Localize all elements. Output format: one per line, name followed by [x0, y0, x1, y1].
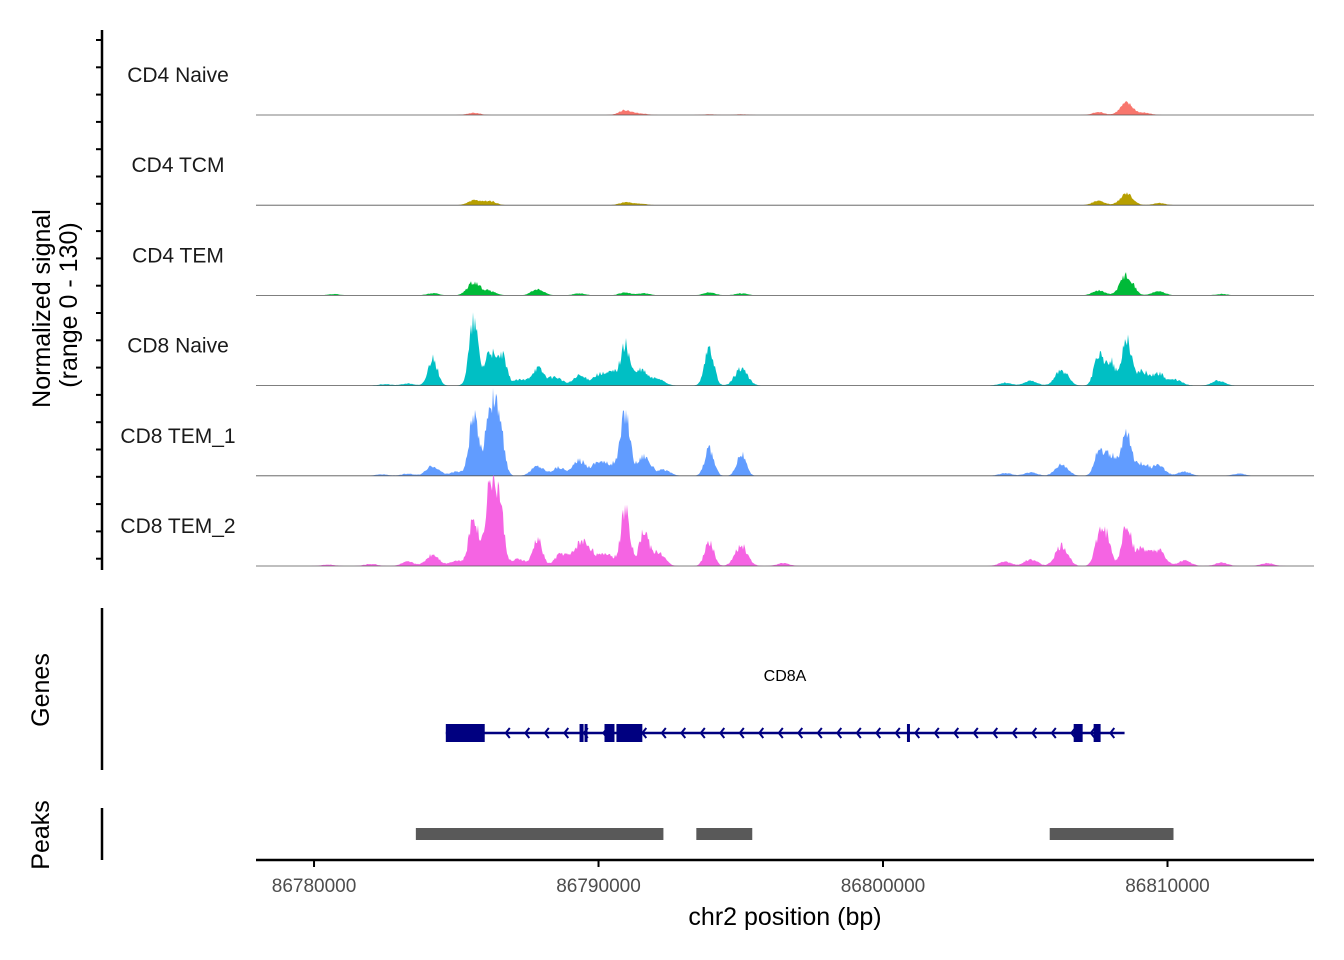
- strand-arrow: [758, 727, 765, 739]
- x-tick-label: 86810000: [1125, 876, 1210, 897]
- x-axis-label: chr2 position (bp): [688, 903, 881, 931]
- strand-arrow: [660, 727, 667, 739]
- strand-arrow: [1109, 727, 1116, 739]
- strand-arrow: [777, 727, 784, 739]
- exon: [579, 724, 584, 742]
- gene-label: CD8A: [764, 668, 807, 685]
- coverage-area: [256, 192, 1314, 206]
- exon: [584, 724, 588, 742]
- exon: [445, 724, 485, 742]
- strand-arrow: [875, 727, 882, 739]
- strand-arrow: [504, 727, 511, 739]
- coverage-area: [256, 475, 1314, 566]
- strand-arrow: [719, 727, 726, 739]
- strand-arrow: [816, 727, 823, 739]
- exon: [616, 724, 643, 742]
- coverage-area: [256, 312, 1314, 386]
- track-cd4-tcm: CD4 TCM: [132, 154, 1314, 206]
- x-tick-label: 86780000: [272, 876, 357, 897]
- strand-arrow: [797, 727, 804, 739]
- strand-arrow: [699, 727, 706, 739]
- track-label: CD8 TEM_2: [120, 515, 235, 538]
- peak-region: [696, 828, 753, 840]
- gene-model-cd8a: [445, 724, 1125, 742]
- exon: [1093, 724, 1101, 742]
- track-label: CD8 TEM_1: [120, 425, 235, 448]
- strand-arrow: [738, 727, 745, 739]
- strand-arrow: [1031, 727, 1038, 739]
- exon: [1073, 724, 1083, 742]
- strand-arrow: [992, 727, 999, 739]
- strand-arrow: [563, 727, 570, 739]
- strand-arrow: [894, 727, 901, 739]
- x-tick-label: 86790000: [556, 876, 641, 897]
- peaks-axis-label: Peaks: [27, 800, 55, 869]
- track-cd8-naive: CD8 Naive: [127, 312, 1314, 387]
- strand-arrow: [543, 727, 550, 739]
- peak-regions: [415, 828, 1174, 840]
- track-cd8-tem-1: CD8 TEM_1: [120, 388, 1314, 477]
- strand-arrow: [933, 727, 940, 739]
- track-label: CD4 TEM: [132, 244, 224, 267]
- track-cd4-naive: CD4 Naive: [127, 64, 1314, 116]
- strand-arrow: [836, 727, 843, 739]
- track-label: CD8 Naive: [127, 335, 229, 358]
- track-cd8-tem-2: CD8 TEM_2: [120, 475, 1314, 567]
- genes-axis-label: Genes: [27, 653, 55, 727]
- peak-region: [415, 828, 664, 840]
- strand-arrow: [914, 727, 921, 739]
- exon: [906, 724, 910, 742]
- x-tick-label: 86800000: [841, 876, 926, 897]
- strand-arrow: [953, 727, 960, 739]
- strand-arrow: [524, 727, 531, 739]
- track-label: CD4 Naive: [127, 64, 229, 87]
- signal-y-axis: [96, 30, 104, 570]
- coverage-area: [256, 272, 1314, 296]
- peak-region: [1049, 828, 1174, 840]
- y-axis-label: Normalized signal (range 0 - 130): [28, 202, 83, 408]
- strand-arrow: [1089, 727, 1096, 739]
- track-cd4-tem: CD4 TEM: [132, 244, 1314, 296]
- x-axis: 86780000 86790000 86800000 86810000: [272, 860, 1210, 897]
- strand-arrow: [855, 727, 862, 739]
- strand-arrow: [680, 727, 687, 739]
- exon: [604, 724, 615, 742]
- track-label: CD4 TCM: [132, 154, 225, 177]
- strand-arrow: [1011, 727, 1018, 739]
- coverage-area: [256, 101, 1314, 115]
- coverage-area: [256, 388, 1314, 476]
- strand-arrow: [1050, 727, 1057, 739]
- strand-arrow: [972, 727, 979, 739]
- coverage-tracks: CD4 Naive CD4 TCM CD4 TEM CD8 Naive CD8 TEM_…: [120, 64, 1314, 567]
